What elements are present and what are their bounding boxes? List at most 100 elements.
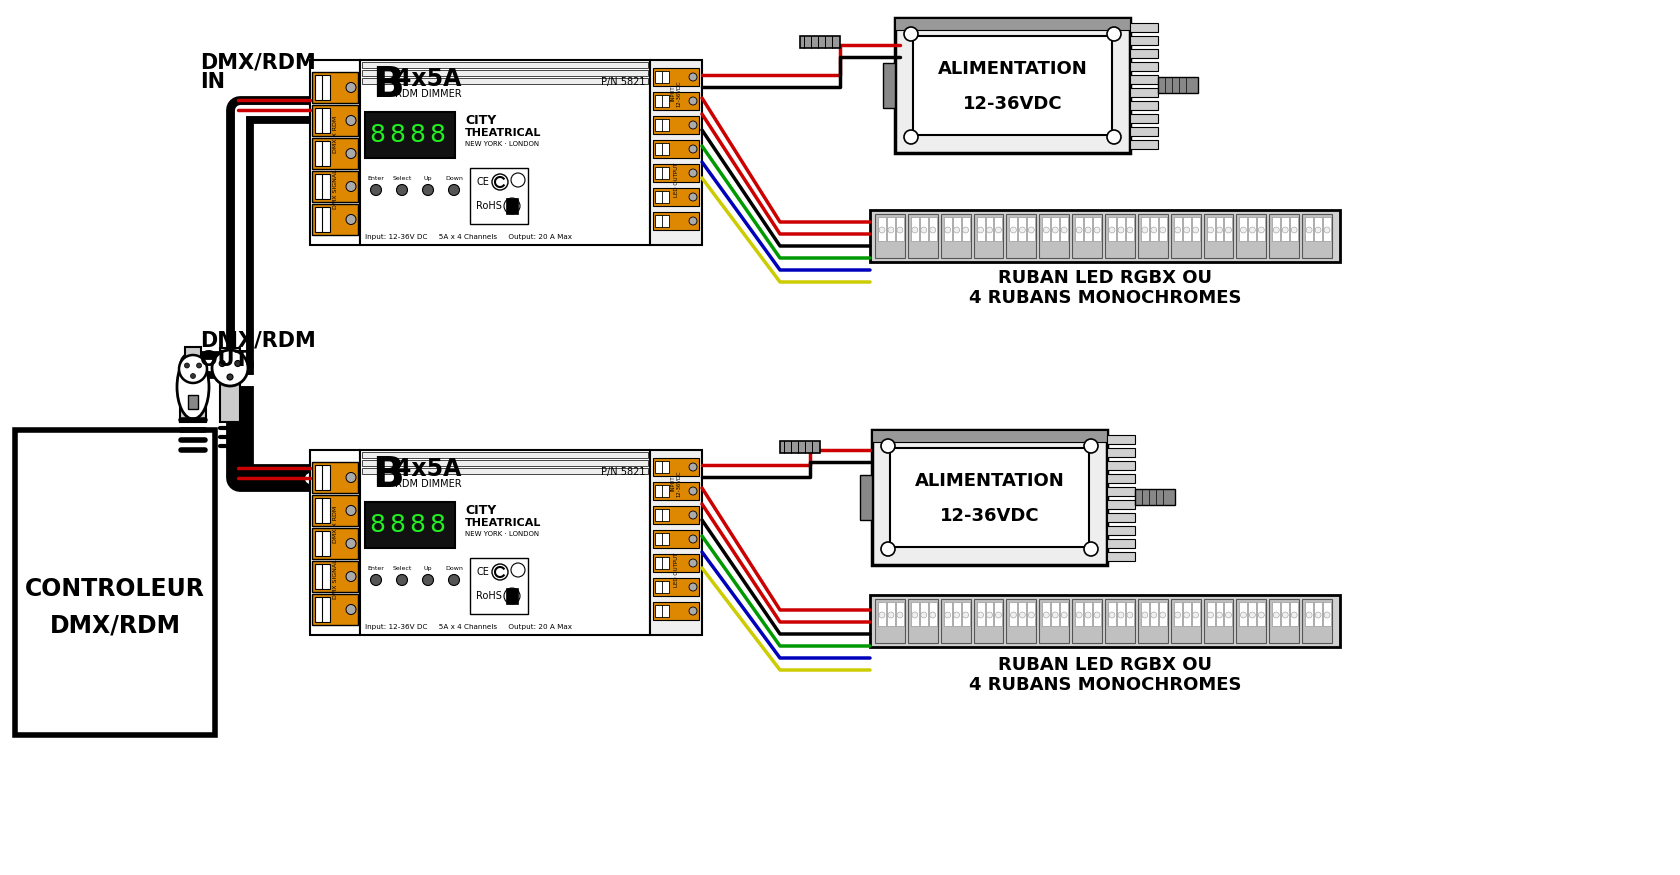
Bar [911,602,919,626]
Bar [360,450,650,635]
Bar [655,581,669,593]
Bar [654,116,699,134]
Bar [1257,602,1265,626]
Text: Down: Down [445,565,464,570]
Circle shape [1052,227,1058,233]
Bar [1010,217,1018,241]
Circle shape [1142,227,1147,233]
Bar [1010,602,1018,626]
Bar [1018,602,1026,626]
Text: 4x5A: 4x5A [395,67,462,91]
Circle shape [921,227,927,233]
Circle shape [346,82,356,93]
Bar [655,605,669,617]
Circle shape [504,588,521,604]
Circle shape [1043,612,1050,618]
Circle shape [897,227,902,233]
Bar [650,450,702,635]
Circle shape [1127,227,1132,233]
Bar [1282,217,1289,241]
Bar [1042,217,1050,241]
Text: Enter: Enter [368,565,385,570]
Bar [1126,602,1134,626]
Circle shape [689,97,697,105]
Bar [1324,217,1331,241]
Circle shape [1094,227,1100,233]
Text: Select: Select [393,176,412,180]
Text: OUT: OUT [200,350,249,370]
Bar [1282,602,1289,626]
Bar [1225,602,1233,626]
Circle shape [1292,612,1297,618]
Bar [316,465,329,490]
Circle shape [1043,227,1050,233]
Circle shape [986,227,993,233]
Circle shape [689,169,697,177]
Bar [976,217,984,241]
Bar [1105,599,1136,643]
Circle shape [689,463,697,471]
Bar [1006,599,1037,643]
Bar [800,36,840,48]
Text: Up: Up [423,176,432,180]
Circle shape [346,506,356,515]
Circle shape [978,612,983,618]
Bar [1136,489,1174,505]
Circle shape [235,360,240,367]
Bar [890,448,1089,547]
Text: LED OUTPUT: LED OUTPUT [674,163,679,198]
Bar [316,498,329,523]
Circle shape [511,173,526,187]
Bar [316,531,329,556]
Circle shape [1305,612,1312,618]
Circle shape [1142,612,1147,618]
Circle shape [689,121,697,129]
Text: DMX/RDM: DMX/RDM [200,52,316,72]
Text: B: B [371,64,403,106]
Bar [655,533,669,545]
Bar [312,72,358,103]
Bar [921,217,927,241]
Bar [872,430,1107,442]
Bar [654,602,699,620]
Bar [316,174,329,199]
Circle shape [1159,227,1166,233]
Bar [1075,602,1084,626]
Text: Input: 12-36V DC     5A x 4 Channels     Output: 20 A Max: Input: 12-36V DC 5A x 4 Channels Output:… [365,234,571,240]
Circle shape [954,227,959,233]
Bar [1270,214,1299,258]
Ellipse shape [176,355,208,419]
Bar [1072,214,1102,258]
Bar [655,485,669,497]
Bar [1158,77,1198,93]
Bar [1314,217,1322,241]
Bar [976,602,984,626]
Circle shape [449,185,460,195]
Circle shape [492,564,507,580]
Bar [944,217,951,241]
Bar [944,602,951,626]
Bar [1149,602,1158,626]
Bar [316,597,329,622]
Text: RDM DIMMER: RDM DIMMER [395,479,462,489]
Bar [1270,599,1299,643]
Bar [15,430,215,735]
Bar [1107,435,1136,444]
Circle shape [889,227,894,233]
Bar [1131,114,1158,123]
Text: CITY: CITY [465,503,496,516]
Bar [929,217,937,241]
Circle shape [1250,227,1255,233]
Bar [655,191,669,203]
Bar [1107,474,1136,483]
Circle shape [978,227,983,233]
Bar [1060,217,1068,241]
Bar [1105,214,1136,258]
Bar [655,461,669,473]
Circle shape [1315,612,1320,618]
Circle shape [511,563,526,577]
Bar [1314,602,1322,626]
Bar [1107,552,1136,561]
Bar [1107,461,1136,470]
Circle shape [1109,612,1116,618]
